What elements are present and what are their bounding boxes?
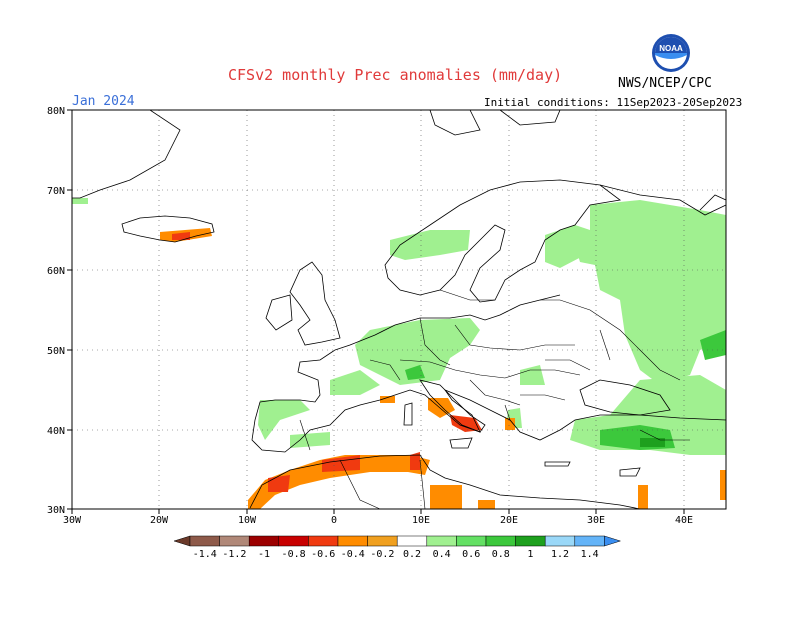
lon-label: 10E <box>412 515 430 526</box>
latitude-labels: 80N 70N 60N 50N 40N 30N <box>47 106 65 516</box>
lon-label: 30W <box>63 515 82 526</box>
logo-text: NOAA <box>659 44 683 53</box>
coastlines <box>72 109 727 510</box>
colorbar-swatch <box>367 535 398 547</box>
lat-label: 30N <box>47 505 65 516</box>
lat-label: 50N <box>47 346 65 357</box>
agency-label: NWS/NCEP/CPC <box>618 76 712 91</box>
colorbar-label: -1.2 <box>222 549 246 560</box>
colorbar-label: 0.6 <box>462 549 480 560</box>
colorbar-swatch <box>544 535 576 547</box>
colorbar-label: -1 <box>258 549 270 560</box>
colorbar-swatch <box>219 535 250 547</box>
tick-marks <box>67 109 685 514</box>
lon-label: 10W <box>238 515 257 526</box>
colorbar-swatch <box>189 535 220 547</box>
colorbar-label: 0.4 <box>433 549 451 560</box>
longitude-labels: 30W 20W 10W 0 10E 20E 30E 40E <box>63 515 693 526</box>
colorbar-swatch <box>426 535 457 547</box>
colorbar-label: -0.8 <box>282 549 306 560</box>
positive-anomaly-shading <box>72 198 726 455</box>
colorbar-swatch <box>396 535 428 547</box>
colorbar-swatch <box>456 535 487 547</box>
colorbar-label: 0.2 <box>403 549 421 560</box>
lon-label: 20E <box>500 515 518 526</box>
colorbar-swatch <box>337 535 368 547</box>
colorbar-right-arrow <box>604 535 622 547</box>
colorbar-swatch <box>248 535 280 547</box>
colorbar-label: -0.2 <box>370 549 394 560</box>
lon-label: 40E <box>675 515 693 526</box>
initial-conditions: Initial conditions: 11Sep2023-20Sep2023 <box>484 96 743 109</box>
colorbar-label: -0.4 <box>341 549 365 560</box>
colorbar-label: 1.4 <box>581 549 599 560</box>
lat-lon-grid <box>72 110 726 509</box>
lat-label: 60N <box>47 266 65 277</box>
colorbar-swatch <box>278 535 309 547</box>
map-frame <box>71 109 727 510</box>
noaa-logo-icon: NOAA <box>652 34 690 72</box>
colorbar-label: 0.8 <box>492 549 510 560</box>
strong-negative-anomaly <box>172 232 482 492</box>
colorbar-label: -0.6 <box>311 549 335 560</box>
colorbar-swatch <box>485 535 516 547</box>
colorbar-label: -1.4 <box>193 549 217 560</box>
valid-month: Jan 2024 <box>72 94 135 109</box>
lat-label: 70N <box>47 186 65 197</box>
colorbar: -1.4 -1.2 -1 -0.8 -0.6 -0.4 -0.2 0.2 0.4 0.6 0.8 1 1… <box>173 535 622 560</box>
lon-label: 0 <box>331 515 337 526</box>
darkest-positive-anomaly <box>640 438 665 447</box>
map-title: CFSv2 monthly Prec anomalies (mm/day) <box>228 66 563 84</box>
colorbar-swatch <box>515 535 546 547</box>
colorbar-left-arrow <box>173 535 191 547</box>
colorbar-label: 1 <box>527 549 533 560</box>
colorbar-swatch <box>308 535 339 547</box>
lon-label: 30E <box>587 515 605 526</box>
lon-label: 20W <box>150 515 169 526</box>
lat-label: 40N <box>47 426 65 437</box>
lat-label: 80N <box>47 106 65 117</box>
colorbar-label: 1.2 <box>551 549 569 560</box>
country-borders <box>299 289 690 510</box>
colorbar-swatch <box>574 535 605 547</box>
